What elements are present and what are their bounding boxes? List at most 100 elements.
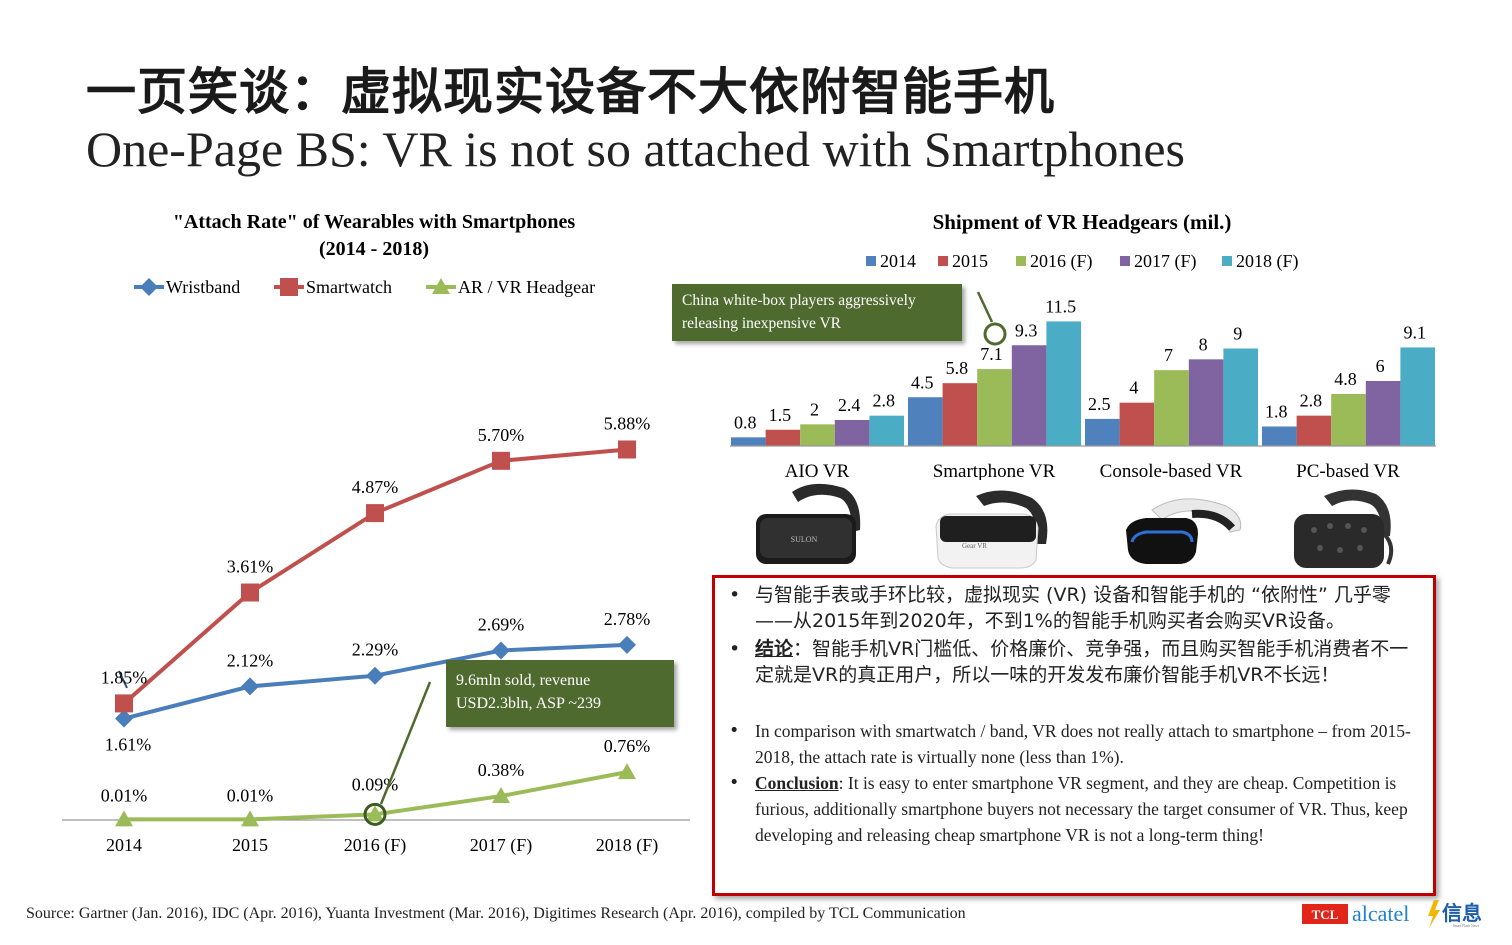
bar-label-console-based-vr-2014: 2.5 xyxy=(1088,394,1111,414)
point-wristband-2015 xyxy=(241,677,259,696)
bar-console-based-vr-2015 xyxy=(1119,402,1155,446)
data-label-ar-vr-headgear-2018-f: 0.76% xyxy=(604,736,651,756)
bar-label-pc-based-vr-2018-f: 9.1 xyxy=(1403,322,1426,342)
legend-label-2016-f: 2016 (F) xyxy=(1030,251,1093,272)
point-wristband-2014 xyxy=(115,709,133,728)
legend-swatch-2018-f xyxy=(1222,256,1232,266)
category-label-console-based-vr: Console-based VR xyxy=(1100,461,1243,480)
bar-chart-title: Shipment of VR Headgears (mil.) xyxy=(933,210,1232,234)
x-tick-2016-f: 2016 (F) xyxy=(344,835,407,856)
callout-connector-2016 xyxy=(379,681,432,805)
line-chart-subtitle: (2014 - 2018) xyxy=(319,238,429,260)
bar-pc-based-vr-2015 xyxy=(1296,415,1332,446)
bar-smartphone-vr-2016-f xyxy=(977,369,1012,446)
bar-aio-vr-2016-f xyxy=(800,424,835,446)
legend-label-2017-f: 2017 (F) xyxy=(1134,251,1197,272)
line-chart-title: "Attach Rate" of Wearables with Smartpho… xyxy=(173,211,576,233)
legend-label-smartwatch: Smartwatch xyxy=(306,277,392,297)
point-ar-vr-headgear-2018-f xyxy=(618,763,636,780)
bar-console-based-vr-2017-f xyxy=(1188,359,1224,446)
page-title-cn: 一页笑谈：虚拟现实设备不大依附智能手机 xyxy=(86,63,1055,121)
callout-connector-white-box xyxy=(976,291,994,323)
bar-pc-based-vr-2014 xyxy=(1262,426,1297,446)
cn-conclusion-text: ：智能手机VR门槛低、价格廉价、竞争强，而且购买智能手机消费者不一定就是VR的真… xyxy=(755,638,1409,686)
pc-vr-headset-image xyxy=(1294,489,1394,568)
tcl-alcatel-logo: TCL alcatel 信息 Smart Flash News xyxy=(1302,900,1482,928)
conclusion-box: 与智能手表或手环比较，虚拟现实 (VR) 设备和智能手机的 “依附性” 几乎零—… xyxy=(712,575,1436,896)
legend-swatch-2016-f xyxy=(1016,256,1026,266)
bar-label-aio-vr-2015: 1.5 xyxy=(769,405,792,425)
bar-console-based-vr-2018-f xyxy=(1223,348,1258,446)
point-ar-vr-headgear-2015 xyxy=(241,810,259,827)
legend-marker-ar-vr-headgear xyxy=(432,278,450,294)
point-ar-vr-headgear-2016-f xyxy=(366,805,384,822)
bar-label-pc-based-vr-2014: 1.8 xyxy=(1265,402,1288,422)
bar-label-aio-vr-2017-f: 2.4 xyxy=(838,395,861,415)
point-ar-vr-headgear-2014 xyxy=(115,810,133,827)
bar-label-pc-based-vr-2017-f: 6 xyxy=(1376,356,1385,376)
data-label-smartwatch-2017-f: 5.70% xyxy=(478,425,525,445)
data-label-wristband-2017-f: 2.69% xyxy=(478,614,525,634)
bar-aio-vr-2017-f xyxy=(834,420,870,446)
legend-label-2015: 2015 xyxy=(952,251,988,271)
highlight-ring-smartphone-vr xyxy=(983,322,1007,346)
bar-label-aio-vr-2018-f: 2.8 xyxy=(872,391,895,411)
bar-smartphone-vr-2014 xyxy=(908,397,943,446)
callout-white-box-players: China white-box players aggressively rel… xyxy=(672,284,962,341)
line-chart-legend: Wristband Smartwatch AR / VR Headgear xyxy=(134,277,595,297)
logo-info-text: 信息 xyxy=(1442,901,1482,925)
point-smartwatch-2014 xyxy=(115,694,133,713)
data-label-wristband-2014: 1.61% xyxy=(105,735,152,755)
data-label-ar-vr-headgear-2014: 0.01% xyxy=(101,785,148,805)
data-label-smartwatch-2018-f: 5.88% xyxy=(604,413,651,433)
en-conclusion-label: Conclusion xyxy=(755,773,839,793)
source-note: Source: Gartner (Jan. 2016), IDC (Apr. 2… xyxy=(26,905,966,922)
legend-swatch-2014 xyxy=(866,256,876,266)
point-wristband-2018-f xyxy=(618,635,636,654)
en-bullet-comparison: In comparison with smartwatch / band, VR… xyxy=(723,718,1423,770)
point-wristband-2017-f xyxy=(492,641,510,660)
bar-label-pc-based-vr-2015: 2.8 xyxy=(1300,391,1323,411)
en-bullet-conclusion: Conclusion: It is easy to enter smartpho… xyxy=(723,770,1423,848)
bar-aio-vr-2018-f xyxy=(869,415,904,446)
bar-label-pc-based-vr-2016-f: 4.8 xyxy=(1334,369,1357,389)
legend-marker-wristband xyxy=(140,278,158,296)
data-label-smartwatch-2014: 1.85% xyxy=(101,667,148,687)
vr-shipment-bar-chart: Shipment of VR Headgears (mil.) 2014 2015… xyxy=(730,210,1436,480)
smartphone-vr-headset-image: Gear VR xyxy=(935,490,1048,569)
category-label-pc-based-vr: PC-based VR xyxy=(1296,461,1400,480)
cn-bullet-conclusion: 结论：智能手机VR门槛低、价格廉价、竞争强，而且购买智能手机消费者不一定就是VR… xyxy=(723,636,1423,688)
bar-console-based-vr-2016-f xyxy=(1154,370,1189,446)
bar-label-aio-vr-2014: 0.8 xyxy=(734,412,757,432)
bar-pc-based-vr-2016-f xyxy=(1331,394,1366,446)
bar-label-smartphone-vr-2016-f: 7.1 xyxy=(980,344,1003,364)
data-label-ar-vr-headgear-2017-f: 0.38% xyxy=(478,760,525,780)
data-label-wristband-2018-f: 2.78% xyxy=(604,609,651,629)
cn-conclusion-label: 结论 xyxy=(755,638,794,660)
logo-tagline: Smart Flash News xyxy=(1453,924,1480,928)
legend-label-wristband: Wristband xyxy=(166,277,240,297)
legend-swatch-2017-f xyxy=(1120,256,1130,266)
page-title-en: One-Page BS: VR is not so attached with … xyxy=(86,121,1185,177)
attach-rate-line-chart: "Attach Rate" of Wearables with Smartpho… xyxy=(62,211,690,856)
console-vr-headset-image xyxy=(1126,498,1242,564)
bar-pc-based-vr-2018-f xyxy=(1400,347,1435,446)
highlight-ring-2016 xyxy=(363,802,387,826)
bar-label-smartphone-vr-2014: 4.5 xyxy=(911,372,934,392)
bar-label-smartphone-vr-2017-f: 9.3 xyxy=(1015,320,1038,340)
data-label-smartwatch-2015: 3.61% xyxy=(227,557,274,577)
data-label-smartwatch-2016-f: 4.87% xyxy=(352,477,399,497)
bar-aio-vr-2014 xyxy=(731,437,766,446)
point-smartwatch-2018-f xyxy=(618,440,636,459)
point-smartwatch-2015 xyxy=(241,583,259,602)
cn-bullet-comparison: 与智能手表或手环比较，虚拟现实 (VR) 设备和智能手机的 “依附性” 几乎零—… xyxy=(723,582,1423,634)
logo-alcatel-text: alcatel xyxy=(1352,901,1409,926)
point-smartwatch-2016-f xyxy=(366,504,384,523)
point-wristband-2016-f xyxy=(366,666,384,685)
bar-label-aio-vr-2016-f: 2 xyxy=(810,399,819,419)
legend-label-ar-vr-headgear: AR / VR Headgear xyxy=(458,277,595,297)
legend-swatch-2015 xyxy=(938,256,948,266)
legend-marker-smartwatch xyxy=(280,278,298,296)
bar-label-console-based-vr-2017-f: 8 xyxy=(1199,334,1208,354)
bar-label-smartphone-vr-2018-f: 11.5 xyxy=(1045,296,1076,316)
